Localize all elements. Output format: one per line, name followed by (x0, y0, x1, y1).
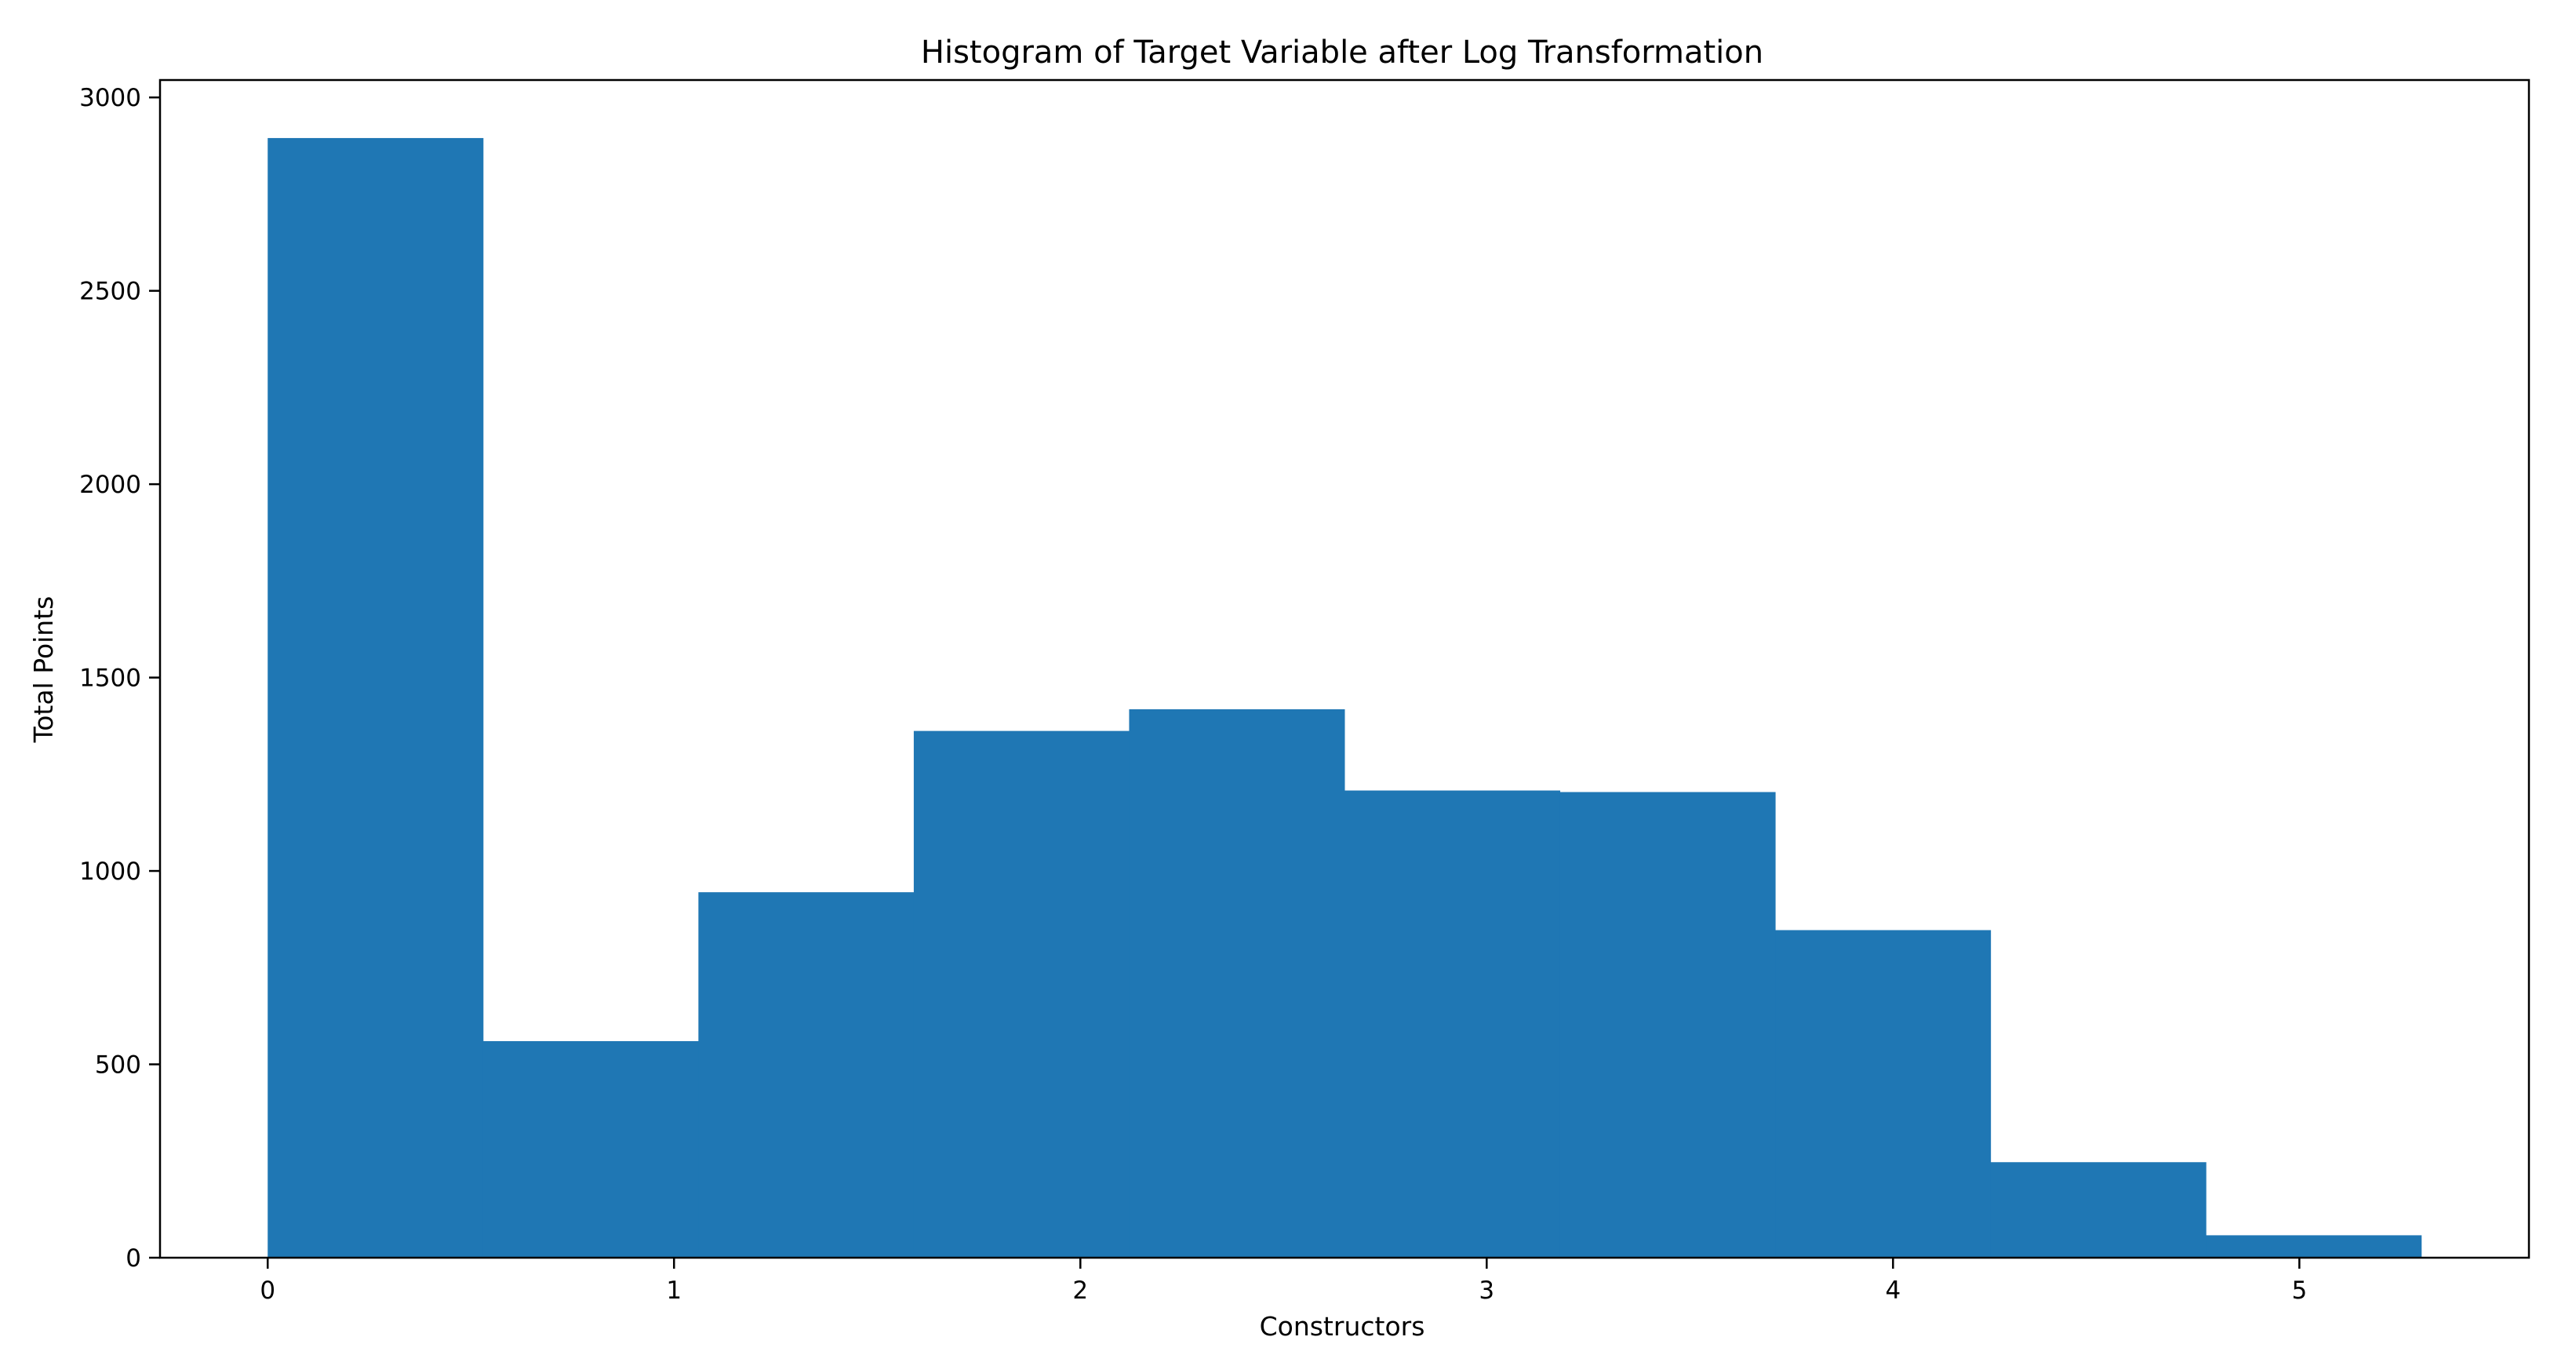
x-tick-label: 4 (1885, 1277, 1901, 1305)
histogram-bar (698, 892, 915, 1258)
histogram-bar (1775, 930, 1992, 1258)
y-tick-label: 3000 (79, 84, 141, 112)
histogram-bar (913, 730, 1130, 1258)
histogram-bar (1344, 790, 1561, 1258)
x-axis: 0 1 2 3 4 5 (260, 1258, 2307, 1305)
x-tick-label: 0 (260, 1277, 275, 1305)
plot-frame (158, 78, 2531, 1259)
histogram-bar (1559, 792, 1776, 1258)
y-tick-label: 0 (126, 1244, 141, 1273)
y-axis: 0 500 1000 1500 2000 2500 3000 (79, 84, 160, 1273)
y-tick-label: 1500 (79, 665, 141, 693)
histogram-bar (1129, 709, 1345, 1258)
histogram-bar (2206, 1235, 2422, 1258)
x-tick-label: 1 (666, 1277, 682, 1305)
y-tick-label: 500 (95, 1051, 141, 1080)
bars-group (267, 137, 2422, 1258)
y-axis-label: Total Points (28, 596, 59, 744)
histogram-bar (482, 1040, 699, 1258)
histogram-bar (267, 137, 484, 1258)
x-tick-label: 3 (1479, 1277, 1494, 1305)
y-tick-label: 2000 (79, 471, 141, 499)
chart-title: Histogram of Target Variable after Log T… (921, 35, 1763, 71)
y-tick-label: 1000 (79, 858, 141, 886)
histogram-bar (1990, 1162, 2207, 1258)
x-axis-label: Constructors (1260, 1311, 1425, 1342)
x-tick-label: 5 (2291, 1277, 2307, 1305)
y-tick-label: 2500 (79, 278, 141, 306)
x-tick-label: 2 (1072, 1277, 1088, 1305)
